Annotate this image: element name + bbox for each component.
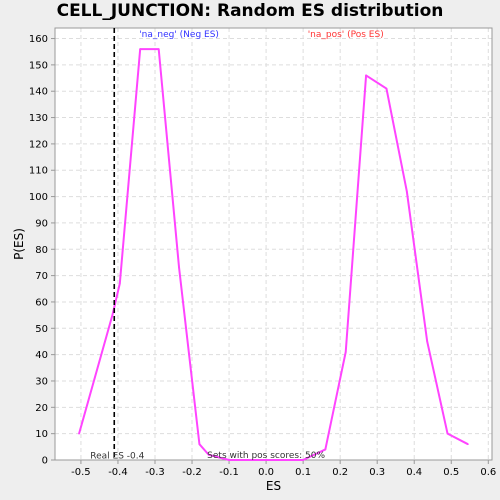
y-tick-label: 10 <box>35 429 48 440</box>
data-point <box>365 74 367 77</box>
y-tick-label: 20 <box>35 403 48 414</box>
x-axis-label: ES <box>266 479 281 493</box>
y-tick-label: 160 <box>29 34 48 45</box>
data-point <box>283 459 286 461</box>
data-point <box>198 443 201 445</box>
x-tick-label: 0.4 <box>406 467 422 478</box>
data-point <box>139 48 141 50</box>
neg-annotation: 'na_neg' (Neg ES) <box>139 30 219 40</box>
x-tick-label: 0.2 <box>332 467 348 478</box>
x-tick-label: 0.6 <box>480 467 496 478</box>
y-tick-label: 100 <box>29 192 48 203</box>
x-tick-label: -0.1 <box>219 467 239 478</box>
chart-title: CELL_JUNCTION: Random ES distribution <box>56 1 444 21</box>
plot-area <box>55 28 492 460</box>
y-tick-label: 70 <box>35 271 48 282</box>
y-tick-label: 40 <box>35 350 48 361</box>
data-point <box>265 459 267 461</box>
x-tick-label: 0.3 <box>369 467 385 478</box>
real-es-label: Real ES -0.4 <box>90 452 144 462</box>
data-point <box>446 432 449 435</box>
annotations: Real ES -0.4 'na_neg' (Neg ES) 'na_pos' (P… <box>90 30 383 461</box>
y-tick-label: 30 <box>35 376 48 387</box>
y-tick-label: 120 <box>29 139 48 150</box>
data-point <box>406 190 408 193</box>
x-tick-label: -0.5 <box>71 467 91 478</box>
y-tick-label: 50 <box>35 324 48 335</box>
data-point <box>385 87 388 90</box>
tick-labels: 0 10 20 30 40 50 60 70 80 90 100 110 120 130 140 150 160… <box>12 34 496 493</box>
data-point <box>78 432 80 435</box>
x-tick-label: -0.4 <box>108 467 128 478</box>
y-tick-label: 60 <box>35 297 48 308</box>
data-point <box>207 453 210 456</box>
sets-annotation: Sets with pos scores: 50% <box>207 451 325 461</box>
data-point <box>178 266 180 269</box>
x-tick-label: -0.3 <box>145 467 165 478</box>
data-point <box>467 443 469 445</box>
grid-lines <box>55 28 492 461</box>
data-point <box>324 448 327 451</box>
es-distribution-line <box>78 48 469 461</box>
y-tick-label: 90 <box>35 218 48 229</box>
data-point <box>228 459 230 461</box>
y-tick-label: 0 <box>42 456 48 467</box>
y-tick-label: 140 <box>29 87 48 98</box>
y-tick-label: 150 <box>29 60 48 71</box>
y-tick-label: 130 <box>29 113 48 124</box>
x-tick-label: 0.5 <box>443 467 459 478</box>
data-point <box>302 459 304 461</box>
y-tick-label: 110 <box>29 166 48 177</box>
pos-annotation: 'na_pos' (Pos ES) <box>308 30 384 40</box>
data-point <box>344 351 347 353</box>
data-point <box>157 48 160 50</box>
x-tick-label: 0.1 <box>295 467 311 478</box>
data-point <box>119 282 121 285</box>
series-layer <box>78 28 469 461</box>
x-tick-label: 0.0 <box>258 467 274 478</box>
y-tick-label: 80 <box>35 245 48 256</box>
data-point <box>111 314 114 316</box>
x-tick-label: -0.2 <box>182 467 202 478</box>
data-point <box>426 340 428 343</box>
y-axis-label: P(ES) <box>12 228 26 260</box>
